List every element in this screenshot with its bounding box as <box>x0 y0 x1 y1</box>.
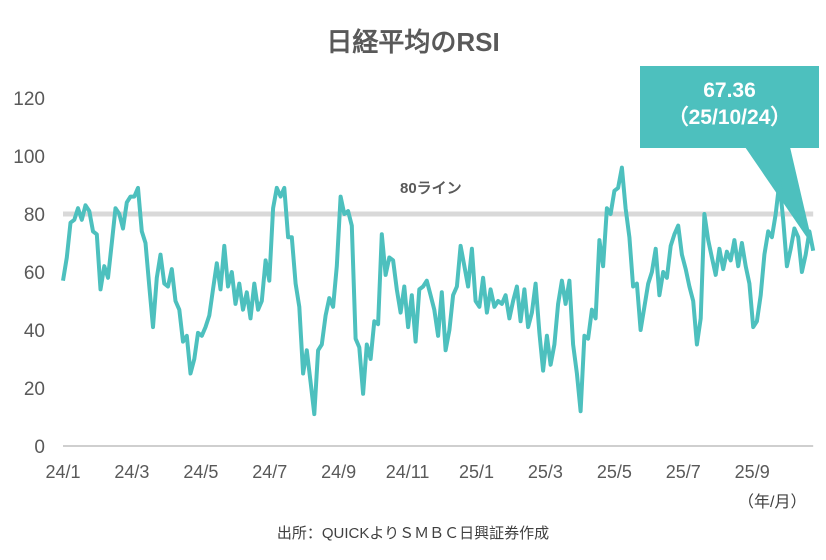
latest-value-callout: 67.36 （25/10/24） <box>640 66 819 148</box>
series-line-rsi <box>61 165 816 417</box>
callout-value: 67.36 <box>703 79 756 102</box>
x-tick-label: 25/7 <box>666 462 701 482</box>
y-tick-label: 120 <box>13 89 45 110</box>
y-tick-label: 0 <box>34 437 45 458</box>
x-tick-label: 24/7 <box>252 462 287 482</box>
x-tick-label: 24/11 <box>386 462 430 482</box>
x-tick-label: 25/1 <box>459 462 494 482</box>
source-note: 出所：QUICKよりＳＭＢＣ日興証券作成 <box>276 525 550 542</box>
x-tick-label: 24/1 <box>45 462 80 482</box>
x-tick-label: 25/3 <box>528 462 563 482</box>
x-tick-label: 25/5 <box>597 462 632 482</box>
x-tick-label: 24/3 <box>114 462 149 482</box>
callout-date: （25/10/24） <box>667 106 792 129</box>
x-axis-unit-label: （年/月） <box>738 494 807 511</box>
y-tick-label: 100 <box>13 147 45 168</box>
y-tick-label: 80 <box>24 205 45 226</box>
y-tick-label: 20 <box>24 379 45 400</box>
chart-title: 日経平均のRSI <box>326 27 500 57</box>
reference-line-label: 80ライン <box>400 180 462 197</box>
x-tick-label: 25/9 <box>735 462 770 482</box>
x-tick-label: 24/5 <box>183 462 218 482</box>
y-tick-label: 40 <box>24 321 45 342</box>
x-tick-label: 24/9 <box>321 462 356 482</box>
y-tick-label: 60 <box>24 263 45 284</box>
